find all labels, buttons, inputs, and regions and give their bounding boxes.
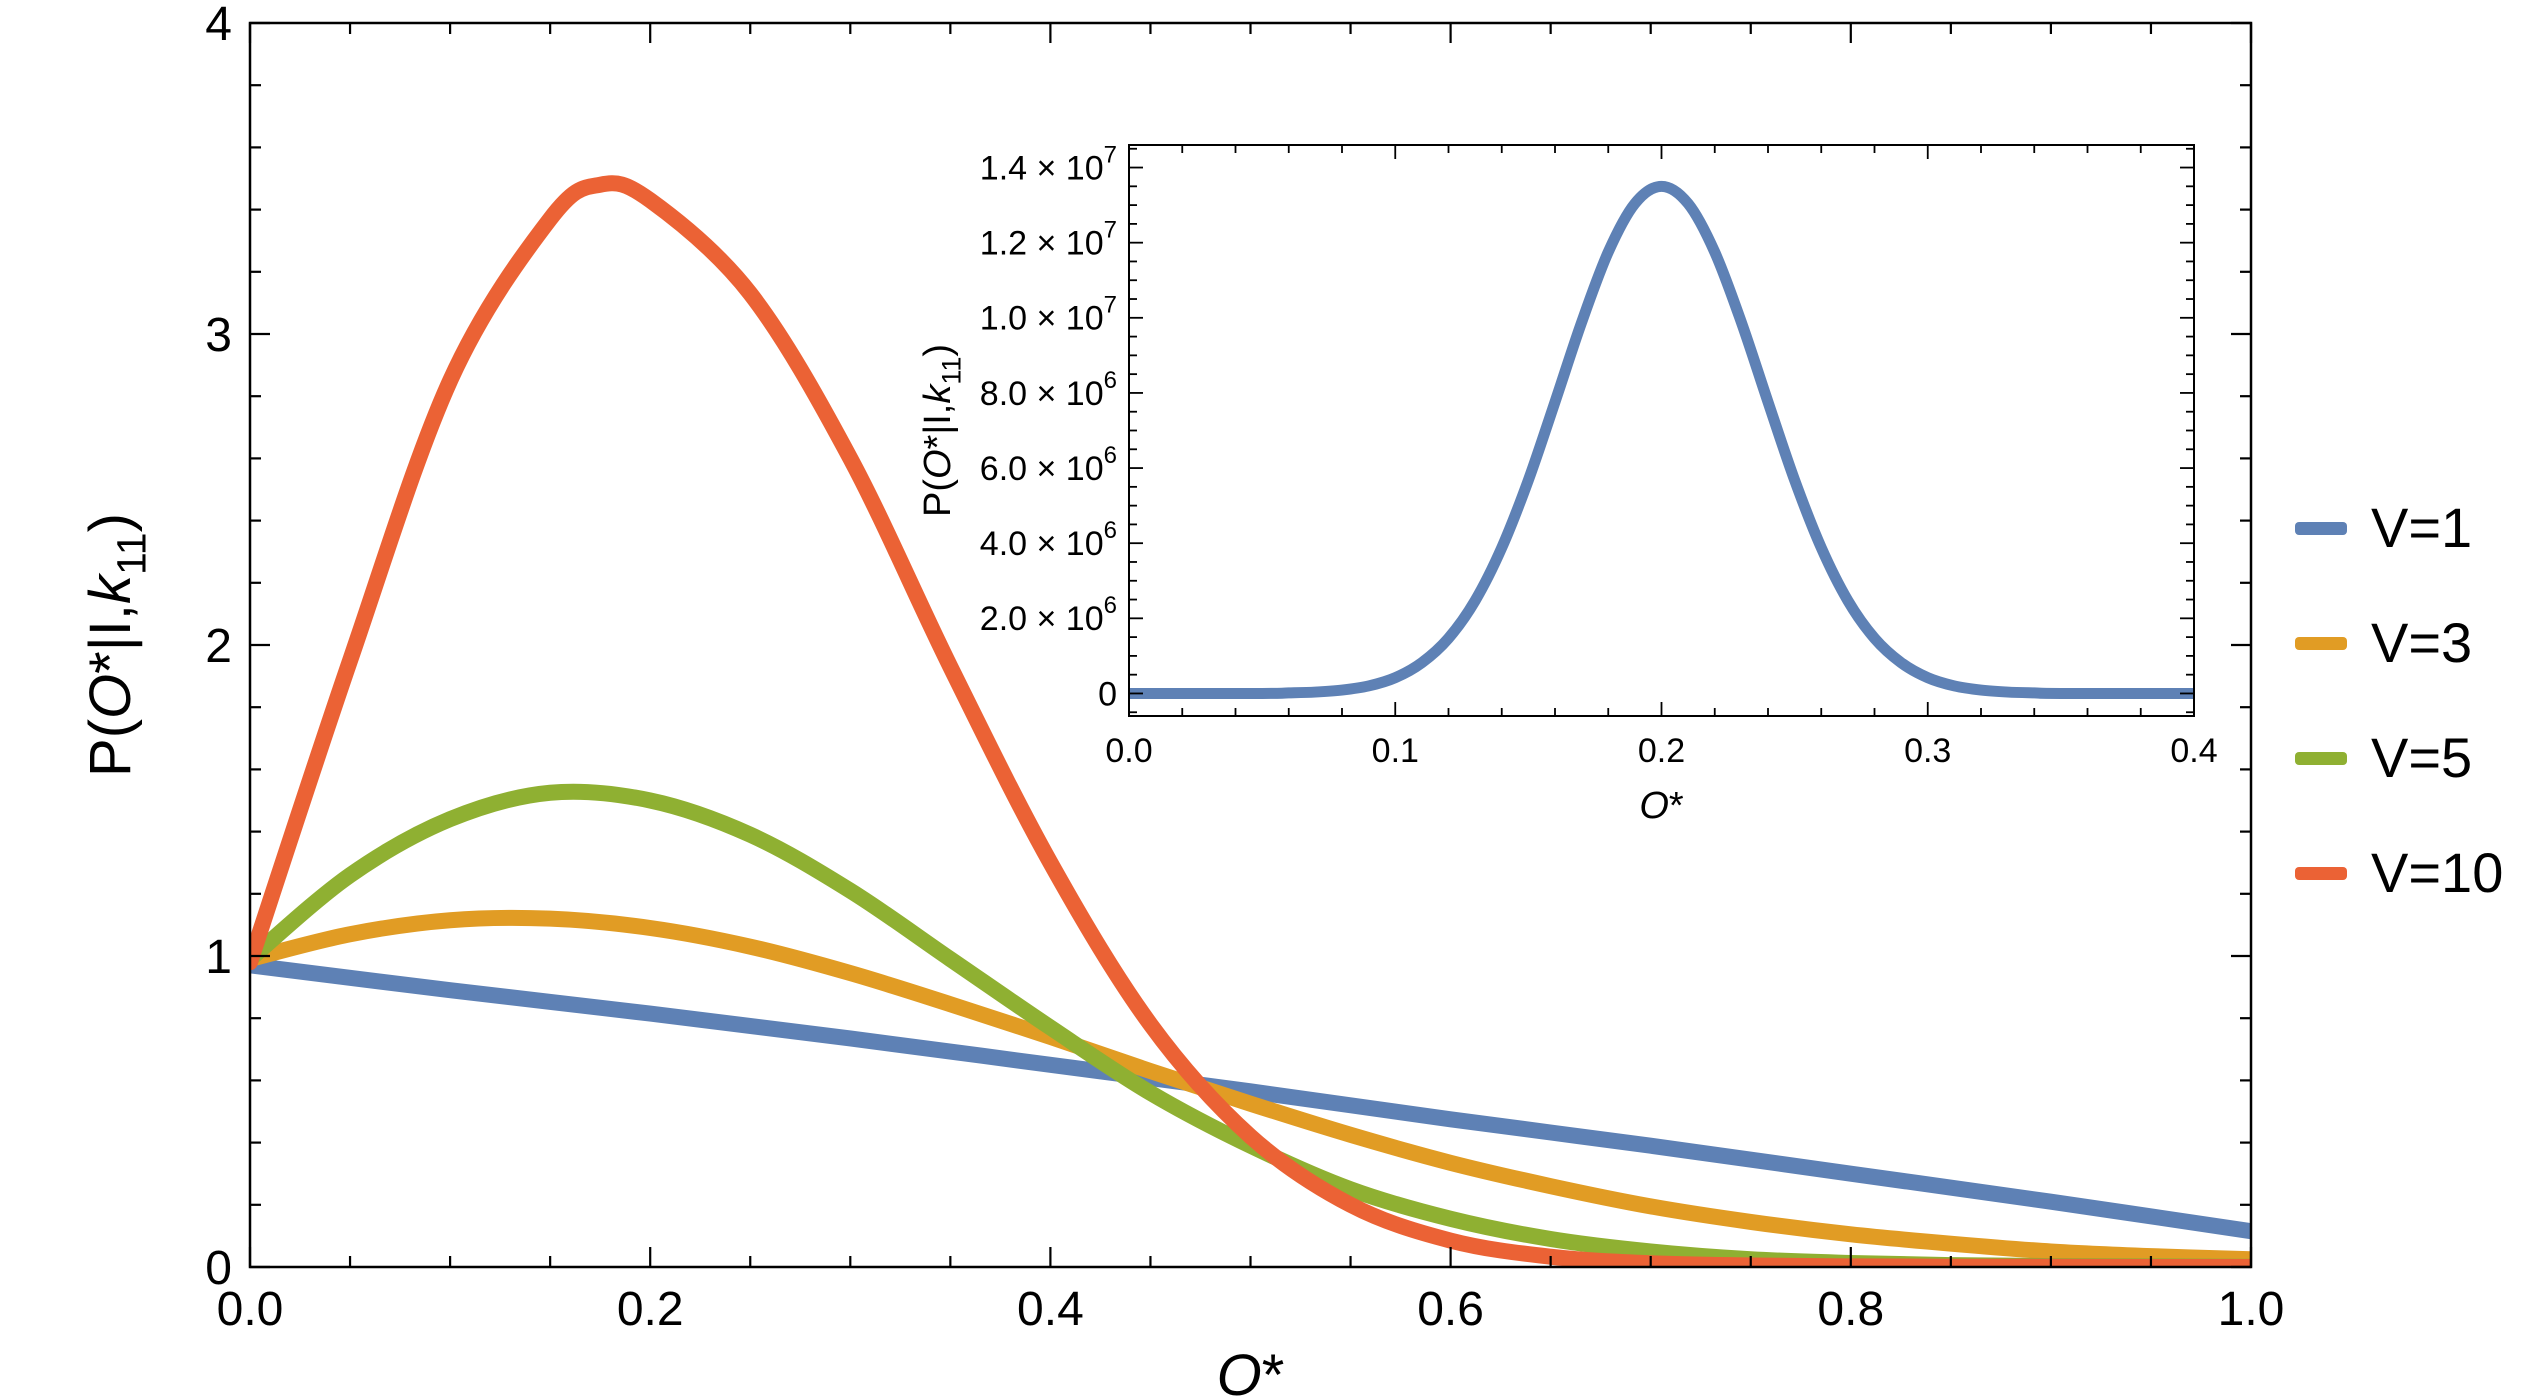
inset-x-axis-label: O*	[1639, 785, 1684, 827]
x-tick-label: 0.0	[217, 1283, 284, 1336]
legend-label: V=3	[2371, 611, 2473, 674]
legend-item-V=10: V=10	[2295, 845, 2503, 901]
x-tick-label: 1.0	[2218, 1283, 2285, 1336]
main-ticks	[248, 21, 2253, 1269]
legend: V=1 V=3 V=5 V=10	[2295, 500, 2503, 901]
y-tick-label: 1.2 × 107	[980, 217, 1117, 263]
legend-swatch	[2295, 751, 2347, 765]
inset-frame	[1128, 144, 2195, 717]
legend-label: V=5	[2371, 726, 2473, 789]
main-x-axis-label: O*	[1217, 1343, 1285, 1400]
legend-label: V=1	[2371, 496, 2473, 559]
legend-item-V=1: V=1	[2295, 500, 2503, 556]
inset-x-tick-labels: 0.0 0.1 0.2 0.3 0.4	[1105, 732, 2217, 770]
inset-curves	[1128, 180, 2195, 699]
y-tick-label: 0	[1098, 675, 1117, 713]
y-tick-label: 8.0 × 106	[980, 367, 1117, 413]
x-tick-label: 0.4	[2170, 732, 2217, 770]
legend-swatch	[2295, 636, 2347, 650]
main-y-tick-labels: 0 1 2 3 4	[205, 0, 232, 1295]
legend-swatch	[2295, 521, 2347, 535]
main-y-axis-label: P(O*|I,k11)	[78, 513, 155, 777]
y-tick-label: 0	[205, 1242, 232, 1295]
main-x-tick-labels: 0.0 0.2 0.4 0.6 0.8 1.0	[217, 1283, 2285, 1336]
y-tick-label: 2	[205, 620, 232, 673]
x-tick-label: 0.3	[1904, 732, 1951, 770]
curve-V=3	[249, 909, 2252, 1268]
y-tick-label: 4.0 × 106	[980, 517, 1117, 563]
x-tick-label: 0.1	[1372, 732, 1419, 770]
x-tick-label: 0.4	[1017, 1283, 1084, 1336]
legend-swatch	[2295, 866, 2347, 880]
x-tick-label: 0.0	[1105, 732, 1152, 770]
inset-ticks	[1128, 145, 2195, 716]
inset-chart: 0.0 0.1 0.2 0.3 0.4 0 2.0 × 106 4.0 × 106 6.0 × …	[920, 141, 2218, 827]
inset-y-tick-labels: 0 2.0 × 106 4.0 × 106 6.0 × 106 8.0 × 106 1.0…	[980, 141, 1117, 713]
y-tick-label: 1.0 × 107	[980, 292, 1117, 338]
y-tick-label: 6.0 × 106	[980, 442, 1117, 488]
curve-V=1	[1128, 180, 2195, 699]
x-tick-label: 0.6	[1417, 1283, 1484, 1336]
y-tick-label: 1	[205, 931, 232, 984]
y-tick-label: 1.4 × 107	[980, 141, 1117, 187]
y-tick-label: 2.0 × 106	[980, 592, 1117, 638]
curve-V=1	[249, 957, 2252, 1240]
x-tick-label: 0.2	[617, 1283, 684, 1336]
y-tick-label: 3	[205, 309, 232, 362]
legend-item-V=3: V=3	[2295, 615, 2503, 671]
y-tick-label: 4	[205, 0, 232, 51]
legend-item-V=5: V=5	[2295, 730, 2503, 786]
x-tick-label: 0.8	[1817, 1283, 1884, 1336]
inset-y-axis-label: P(O*|I,k11)	[920, 344, 966, 517]
legend-label: V=10	[2371, 841, 2504, 904]
x-tick-label: 0.2	[1638, 732, 1685, 770]
